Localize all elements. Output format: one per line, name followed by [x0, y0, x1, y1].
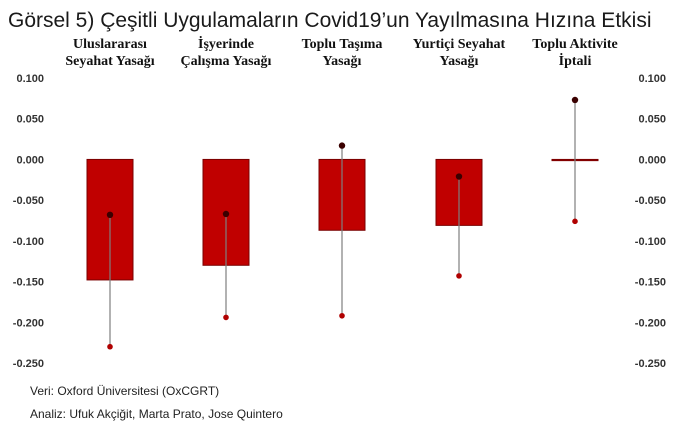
y-tick-label-right: -0.250 [635, 358, 666, 370]
y-axis-left: 0.100 0.050 0.000 -0.050 -0.100 -0.150 -0.200 -… [13, 73, 44, 370]
y-tick-label-left: 0.000 [16, 154, 44, 166]
error-bar-lower-dot [107, 343, 113, 350]
category-label: Yurtiçi Seyahat [413, 37, 506, 52]
error-bar-lower-dot [223, 314, 229, 321]
y-tick-label-right: -0.200 [635, 317, 666, 329]
y-tick-label-right: -0.100 [635, 236, 666, 248]
point-estimates [106, 96, 579, 218]
point-estimate [106, 211, 114, 218]
point-estimate [222, 210, 230, 218]
error-bars [107, 99, 578, 350]
y-tick-label-right: -0.150 [635, 277, 666, 289]
category-label: Çalışma Yasağı [181, 54, 272, 69]
error-bar-lower-dot [456, 273, 462, 279]
y-tick-label-left: -0.050 [13, 195, 44, 207]
category-label: İşyerinde [198, 35, 254, 52]
y-tick-label-right: -0.050 [635, 195, 666, 207]
source-note: Veri: Oxford Üniversitesi (OxCGRT) [30, 384, 219, 398]
category-labels: Uluslararası Seyahat Yasağı İşyerinde Çalış… [65, 35, 617, 69]
category-label: Yasağı [323, 54, 362, 69]
category-label: Yasağı [440, 54, 479, 69]
y-tick-label-left: 0.050 [16, 114, 44, 126]
y-tick-label-left: 0.100 [16, 73, 44, 85]
category-label: Uluslararası [73, 37, 147, 52]
y-axis-right: 0.100 0.050 0.000 -0.050 -0.100 -0.150 -0.200 -… [635, 73, 666, 370]
chart-title: Görsel 5) Çeşitli Uygulamaların Covid19’… [8, 9, 651, 32]
y-tick-label-left: -0.250 [13, 358, 44, 370]
category-label: Toplu Aktivite [532, 37, 617, 52]
y-tick-label-left: -0.100 [13, 236, 44, 248]
y-tick-label-left: -0.150 [13, 277, 44, 289]
y-tick-label-right: 0.050 [638, 114, 666, 126]
error-bar-lower-dot [572, 218, 578, 225]
point-estimate [455, 173, 463, 180]
analysis-note: Analiz: Ufuk Akçiğit, Marta Prato, Jose … [30, 407, 283, 421]
category-label: Seyahat Yasağı [65, 54, 154, 69]
y-tick-label-left: -0.200 [13, 317, 44, 329]
y-tick-label-right: 0.100 [638, 73, 666, 85]
point-estimate [338, 142, 346, 149]
category-label: Toplu Taşıma [302, 37, 383, 52]
point-estimate [571, 96, 579, 104]
category-label: İptali [559, 52, 592, 69]
error-bar-lower-dot [339, 312, 345, 319]
y-tick-label-right: 0.000 [638, 154, 666, 166]
